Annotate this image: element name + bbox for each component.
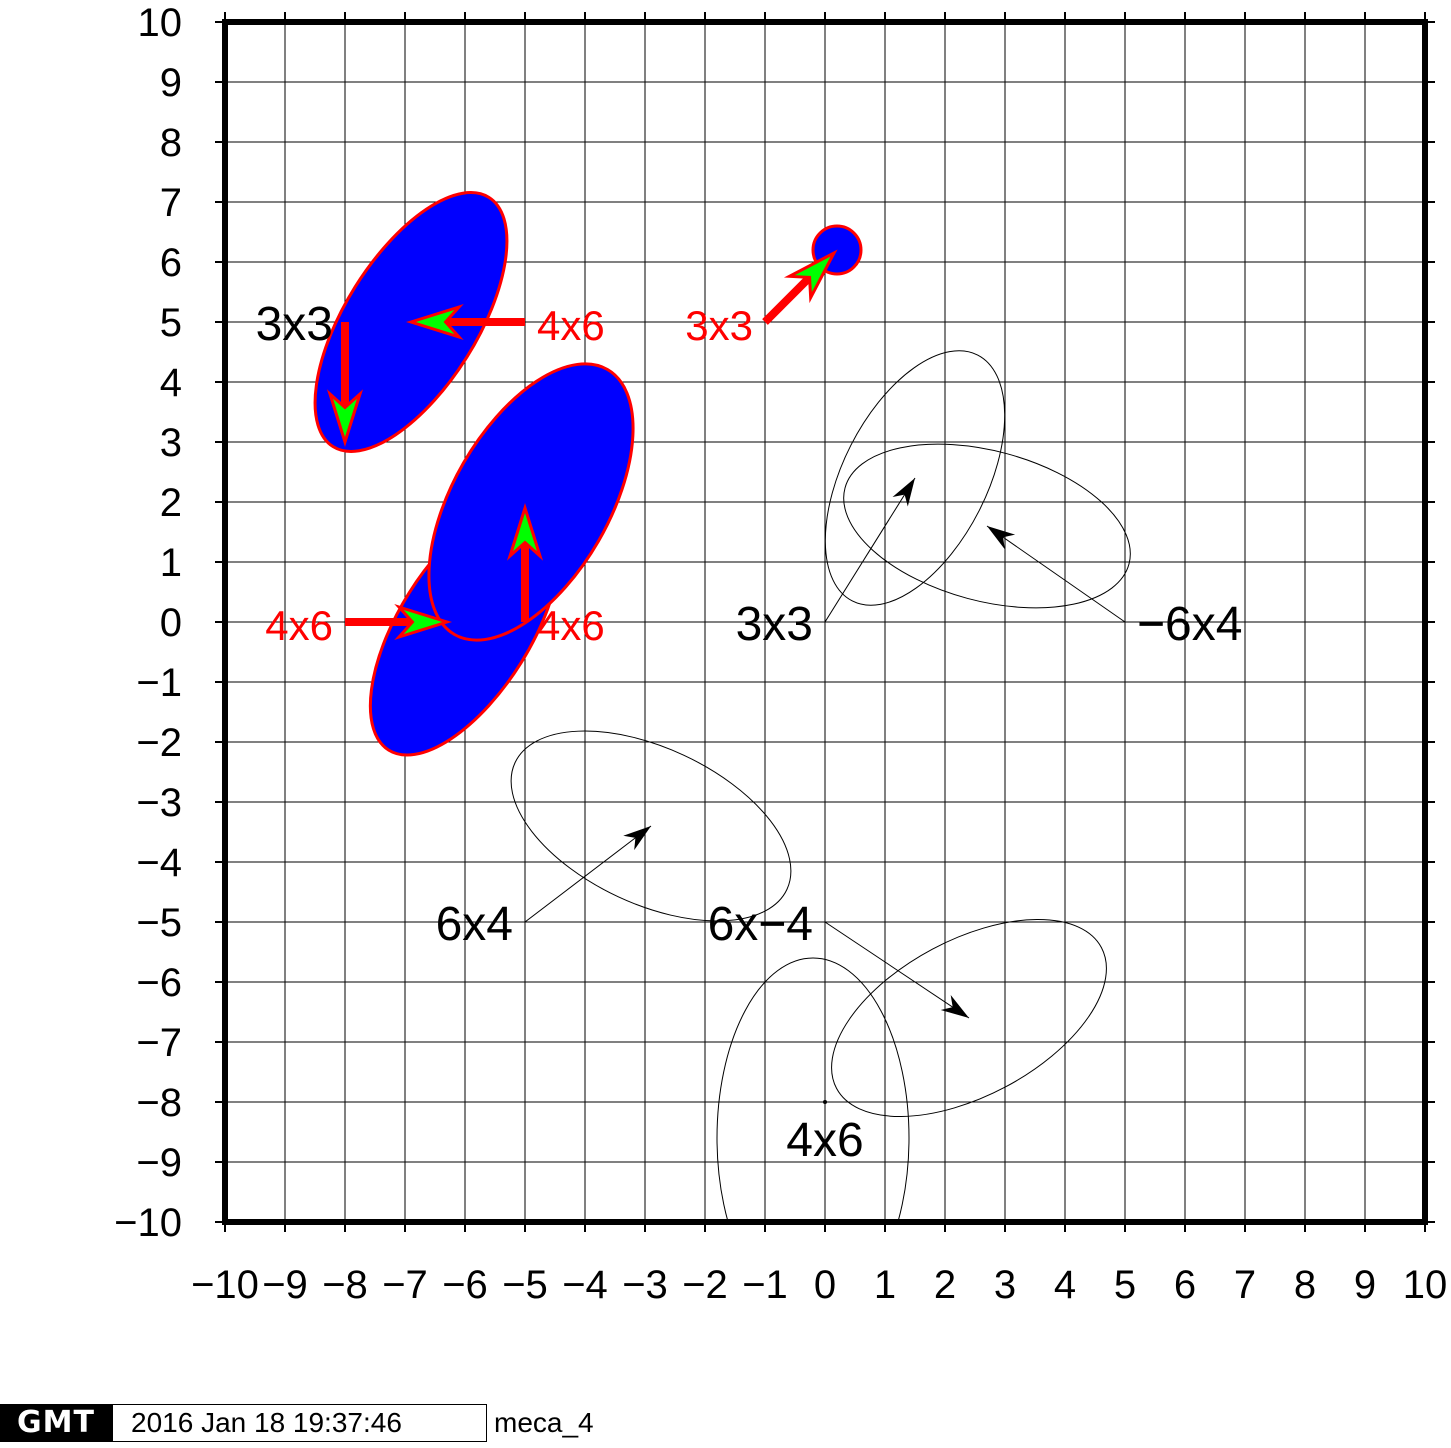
y-tick-label: 2: [160, 481, 182, 525]
x-tick-label: −7: [382, 1263, 428, 1307]
vector-arrow-shaft: [824, 921, 970, 1019]
error-ellipse: [824, 350, 1006, 606]
x-tick-label: −6: [442, 1263, 488, 1307]
y-tick-label: 6: [160, 241, 182, 285]
x-tick-label: −2: [682, 1263, 728, 1307]
y-tick-label: 10: [138, 1, 183, 45]
vector-arrow-shaft: [524, 825, 652, 923]
x-tick-label: −8: [322, 1263, 368, 1307]
y-tick-label: −3: [136, 781, 182, 825]
vector-label: 4x6: [537, 302, 605, 349]
x-tick-label: −3: [622, 1263, 668, 1307]
timestamp: 2016 Jan 18 19:37:46: [112, 1404, 487, 1442]
vector-label: 3x3: [256, 298, 333, 351]
vector-label: 3x3: [736, 598, 813, 651]
x-tick-label: 0: [814, 1263, 836, 1307]
x-tick-label: 9: [1354, 1263, 1376, 1307]
y-tick-label: 0: [160, 601, 182, 645]
y-tick-label: −2: [136, 721, 182, 765]
y-tick-label: 5: [160, 301, 182, 345]
x-tick-label: 4: [1054, 1263, 1076, 1307]
y-tick-label: 3: [160, 421, 182, 465]
y-tick-label: 9: [160, 61, 182, 105]
vector-point: [823, 1100, 827, 1104]
x-tick-label: −1: [742, 1263, 788, 1307]
grid-lines: [224, 21, 1426, 1223]
y-tick-label: 7: [160, 181, 182, 225]
vector-labels: 3x3 −6x4 6x4 6x−4 4x6 3x3 4x6 3x3 4x6 4x6: [256, 298, 1243, 1167]
error-ellipse: [427, 362, 635, 642]
x-tick-label: −4: [562, 1263, 608, 1307]
y-tick-label: 1: [160, 541, 182, 585]
error-ellipse: [510, 730, 792, 922]
vector-arrow-head: [326, 389, 364, 448]
vector-label: −6x4: [1137, 598, 1242, 651]
error-ellipse: [716, 957, 910, 1222]
gmt-logo: GMT: [0, 1404, 112, 1442]
x-tick-label: 1: [874, 1263, 896, 1307]
error-ellipse: [831, 919, 1107, 1117]
gmt-timestamp-footer: GMT 2016 Jan 18 19:37:46 meca_4: [0, 1400, 1451, 1448]
x-tick-label: 7: [1234, 1263, 1256, 1307]
vector-arrow-shaft: [762, 271, 816, 325]
x-tick-label: 5: [1114, 1263, 1136, 1307]
y-tick-label: −10: [114, 1201, 182, 1245]
y-tick-label: −5: [136, 901, 182, 945]
x-tick-label: −5: [502, 1263, 548, 1307]
x-tick-label: 8: [1294, 1263, 1316, 1307]
vector-arrow-shaft: [824, 477, 916, 623]
vector-label: 6x4: [436, 898, 513, 951]
vector-label: 4x6: [265, 602, 333, 649]
error-ellipse: [843, 443, 1131, 609]
x-tick-label: 3: [994, 1263, 1016, 1307]
x-tick-label: −9: [262, 1263, 308, 1307]
y-tick-label: −1: [136, 661, 182, 705]
axis-ticks: −10 −9 −8 −7 −6 −5 −4 −3 −2 −1 0 1 2 3 4 5 6 7 8 9 101098765…: [114, 1, 1447, 1307]
vector-arrow-head: [405, 303, 464, 341]
x-tick-label: 2: [934, 1263, 956, 1307]
y-tick-label: −8: [136, 1081, 182, 1125]
y-tick-label: −9: [136, 1141, 182, 1185]
x-tick-label: −10: [191, 1263, 259, 1307]
vector-arrow-head: [892, 478, 915, 507]
vector-arrow-shaft: [986, 525, 1126, 623]
vector-arrow-head: [940, 994, 969, 1018]
vector-arrow-head: [783, 249, 838, 304]
vector-arrow-head: [987, 526, 1016, 550]
data-layer: [313, 191, 1131, 1222]
x-tick-label: 6: [1174, 1263, 1196, 1307]
y-tick-label: −4: [136, 841, 182, 885]
y-tick-label: −7: [136, 1021, 182, 1065]
vector-arrow-head: [394, 603, 453, 641]
vector-label: 4x6: [786, 1114, 863, 1167]
script-name: meca_4: [494, 1407, 594, 1438]
y-tick-label: 4: [160, 361, 182, 405]
vector-arrow-head: [506, 502, 544, 561]
vector-label: 4x6: [537, 602, 605, 649]
vector-label: 6x−4: [708, 898, 813, 951]
y-tick-label: 8: [160, 121, 182, 165]
x-tick-label: 10: [1403, 1263, 1448, 1307]
vector-arrow-head: [623, 826, 651, 851]
y-tick-label: −6: [136, 961, 182, 1005]
vector-label: 3x3: [685, 302, 753, 349]
